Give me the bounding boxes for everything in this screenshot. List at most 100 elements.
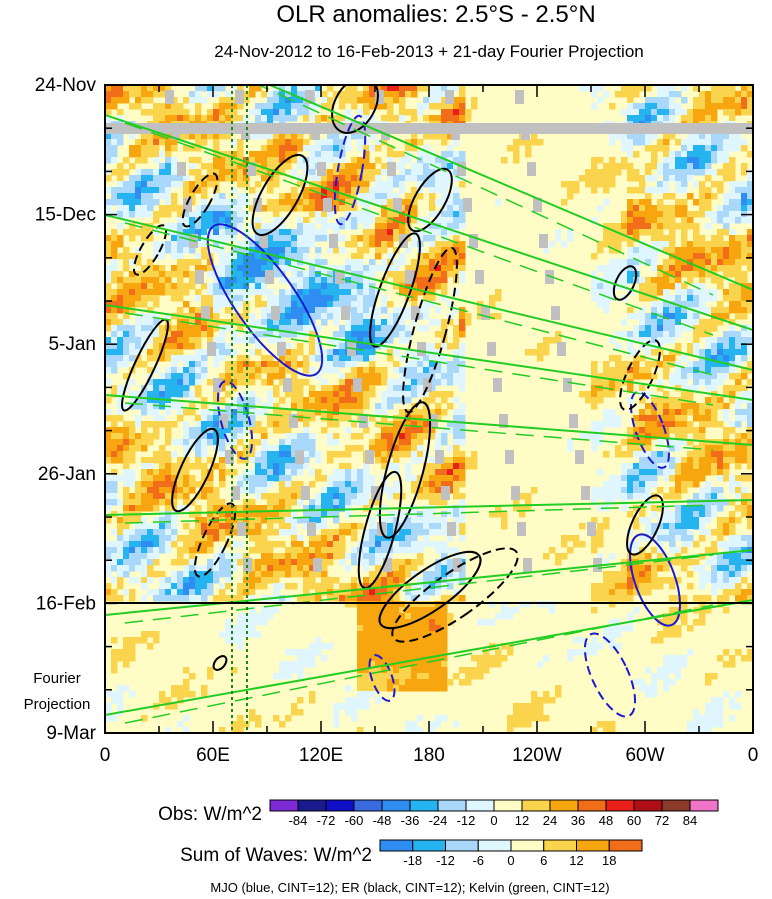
anomaly-cell — [423, 97, 430, 104]
anomaly-cell — [621, 91, 628, 98]
anomaly-cell — [165, 463, 172, 470]
anomaly-cell — [279, 265, 286, 272]
anomaly-cell — [687, 169, 694, 176]
anomaly-cell — [651, 349, 658, 356]
anomaly-cell — [273, 133, 280, 140]
anomaly-cell — [261, 175, 268, 182]
anomaly-cell — [285, 205, 292, 212]
anomaly-cell — [177, 535, 184, 542]
anomaly-cell — [453, 469, 460, 476]
anomaly-cell — [147, 367, 154, 374]
anomaly-cell — [411, 427, 418, 434]
anomaly-cell — [669, 397, 676, 404]
anomaly-cell — [405, 361, 412, 368]
anomaly-cell — [609, 103, 616, 110]
anomaly-cell — [291, 433, 298, 440]
anomaly-cell — [747, 265, 753, 272]
anomaly-cell — [135, 211, 142, 218]
anomaly-cell — [597, 247, 604, 254]
anomaly-cell — [729, 397, 736, 404]
anomaly-cell — [711, 247, 718, 254]
anomaly-cell — [645, 205, 652, 212]
anomaly-cell — [417, 451, 424, 458]
anomaly-cell — [609, 475, 616, 482]
anomaly-cell — [111, 499, 118, 506]
anomaly-cell — [153, 193, 160, 200]
anomaly-cell — [219, 223, 226, 230]
anomaly-cell — [375, 331, 382, 338]
anomaly-cell — [153, 487, 160, 494]
anomaly-cell — [627, 397, 634, 404]
anomaly-cell — [639, 337, 646, 344]
anomaly-cell — [579, 175, 586, 182]
anomaly-cell — [267, 463, 274, 470]
anomaly-cell — [315, 211, 322, 218]
anomaly-cell — [255, 541, 262, 548]
anomaly-cell — [639, 307, 646, 314]
anomaly-cell — [249, 361, 256, 368]
anomaly-cell — [627, 367, 634, 374]
anomaly-cell — [741, 253, 748, 260]
anomaly-cell — [615, 493, 622, 500]
anomaly-cell — [147, 349, 154, 356]
anomaly-cell — [669, 247, 676, 254]
anomaly-cell — [669, 421, 676, 428]
anomaly-cell — [693, 115, 700, 122]
anomaly-cell — [663, 205, 670, 212]
anomaly-cell — [321, 307, 328, 314]
anomaly-cell — [705, 397, 712, 404]
anomaly-cell — [405, 427, 412, 434]
anomaly-cell — [219, 457, 226, 464]
anomaly-cell — [345, 481, 352, 488]
anomaly-cell — [435, 241, 442, 248]
anomaly-cell — [645, 331, 652, 338]
anomaly-cell — [441, 199, 448, 206]
anomaly-cell — [459, 97, 466, 104]
anomaly-cell — [123, 529, 130, 536]
anomaly-cell — [669, 259, 676, 266]
anomaly-cell — [609, 493, 616, 500]
anomaly-cell — [333, 115, 340, 122]
anomaly-cell — [459, 475, 466, 482]
anomaly-cell — [375, 325, 382, 332]
anomaly-cell — [441, 211, 448, 218]
anomaly-cell — [315, 289, 322, 296]
anomaly-cell — [615, 373, 622, 380]
anomaly-cell — [681, 517, 688, 524]
anomaly-cell — [213, 493, 220, 500]
anomaly-cell — [447, 223, 454, 230]
anomaly-cell — [675, 361, 682, 368]
anomaly-cell — [705, 133, 712, 140]
anomaly-cell — [339, 487, 346, 494]
anomaly-cell — [315, 391, 322, 398]
anomaly-cell — [225, 109, 232, 116]
anomaly-cell — [705, 361, 712, 368]
anomaly-cell — [747, 463, 753, 470]
anomaly-cell — [621, 229, 628, 236]
anomaly-cell — [417, 175, 424, 182]
anomaly-cell — [117, 349, 124, 356]
anomaly-cell — [141, 523, 148, 530]
anomaly-cell — [261, 103, 268, 110]
anomaly-cell — [447, 229, 454, 236]
anomaly-cell — [189, 331, 196, 338]
anomaly-cell — [405, 529, 412, 536]
anomaly-cell — [243, 505, 250, 512]
anomaly-cell — [441, 391, 448, 398]
anomaly-cell — [453, 355, 460, 362]
anomaly-cell — [177, 469, 184, 476]
anomaly-cell — [705, 493, 712, 500]
anomaly-cell — [339, 301, 346, 308]
anomaly-cell — [261, 145, 268, 152]
anomaly-cell — [279, 193, 286, 200]
anomaly-cell — [603, 271, 610, 278]
anomaly-cell — [267, 415, 274, 422]
anomaly-cell — [345, 265, 352, 272]
anomaly-cell — [339, 91, 346, 98]
anomaly-cell — [165, 229, 172, 236]
anomaly-cell — [249, 85, 256, 92]
anomaly-cell — [357, 469, 364, 476]
anomaly-cell — [369, 97, 376, 104]
anomaly-cell — [243, 235, 250, 242]
anomaly-cell — [363, 223, 370, 230]
